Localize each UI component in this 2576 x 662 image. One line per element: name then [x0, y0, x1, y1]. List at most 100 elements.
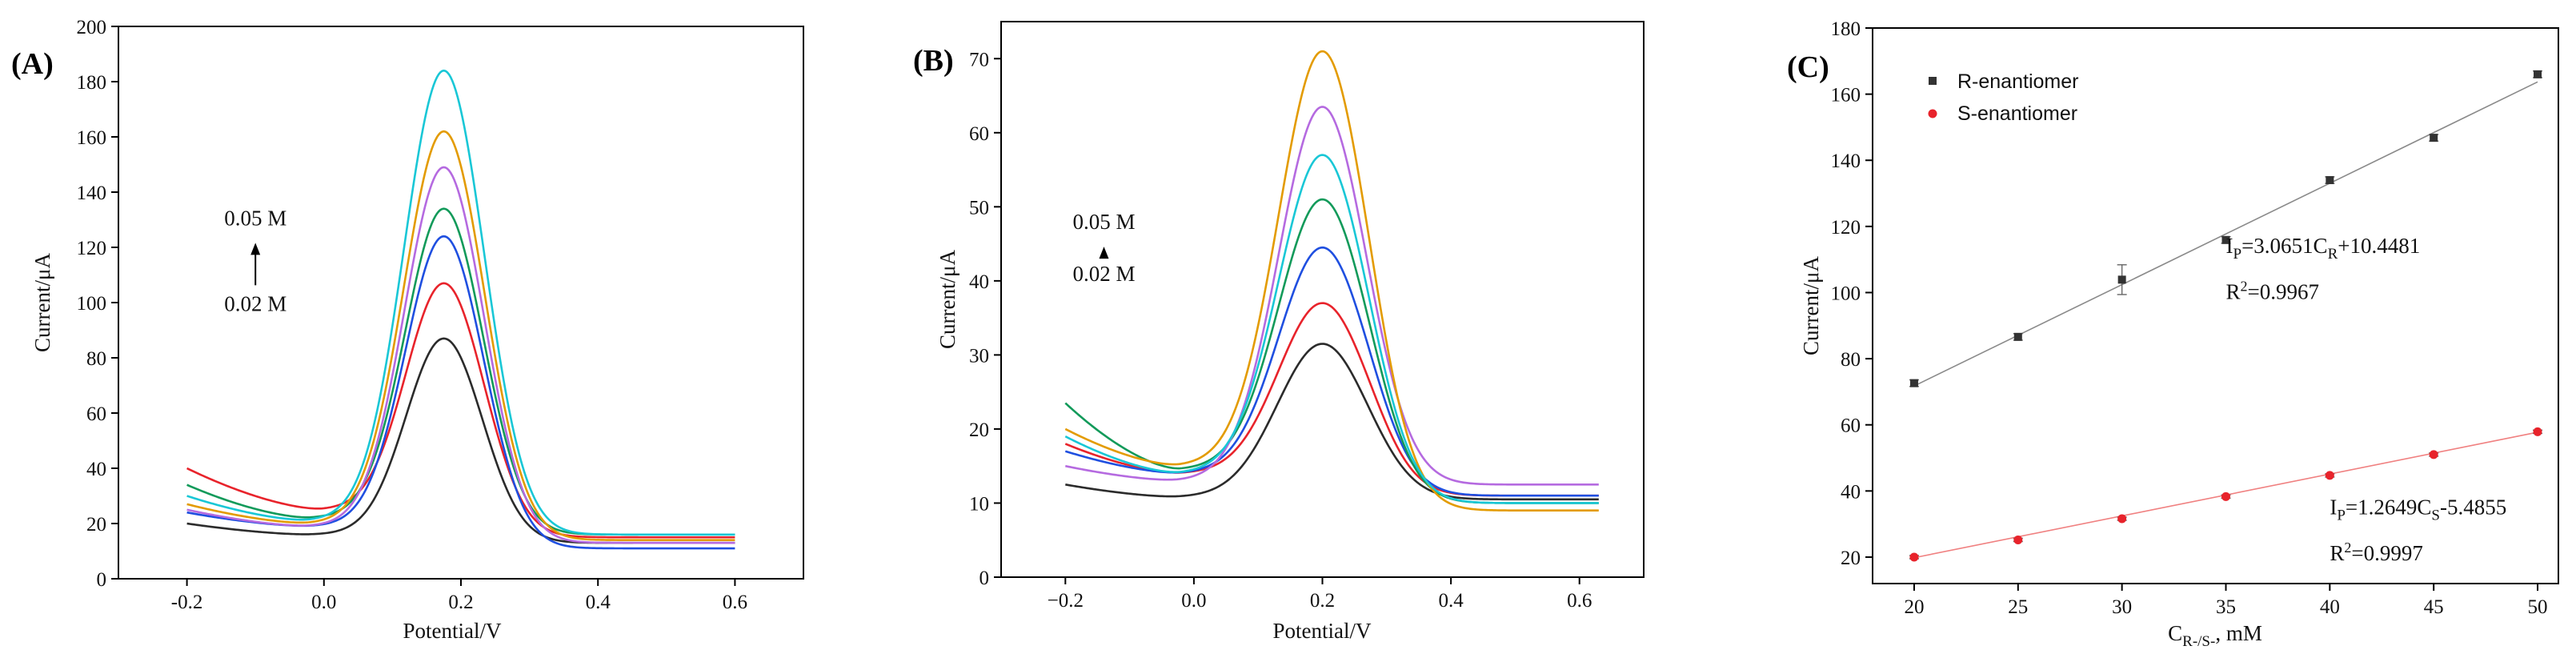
panel-b-ytick-label: 20 — [969, 419, 989, 441]
panel-c-legend: R-enantiomer S-enantiomer — [1928, 70, 2078, 125]
panel-a-curve — [186, 69, 735, 536]
eq-r-prefix: I — [2225, 234, 2233, 258]
panel-a-xlabel: Potential/V — [403, 619, 502, 643]
panel-b-ytick-label: 70 — [969, 49, 989, 70]
panel-a-ticks: -0.2 0.0 0.2 0.4 0.6 0 20 40 60 80 100 120 140 160 180… — [77, 17, 748, 613]
panel-c-ytick-label: 100 — [1831, 283, 1861, 304]
panel-b-ytick-label: 30 — [969, 345, 989, 367]
panel-b-frame — [1000, 21, 1645, 578]
panel-c-xtick-label: 35 — [2216, 596, 2236, 618]
r2-r-sup: 2 — [2241, 279, 2248, 295]
panel-c-ylabel: Current/μA — [1799, 256, 1823, 355]
eq-r-mid: =3.0651C — [2241, 234, 2328, 258]
legend-label-s-enantiomer: S-enantiomer — [1957, 102, 2077, 125]
panel-a-ytick-label: 80 — [86, 348, 106, 370]
panel-c-xlabel-sub: R-/S- — [2182, 633, 2215, 650]
r2-s-sup: 2 — [2344, 540, 2351, 556]
panel-c-ytick-label: 120 — [1831, 217, 1861, 239]
panel-b-xtick-label: 0.2 — [1310, 590, 1335, 612]
panel-a-ytick-label: 180 — [77, 72, 107, 94]
panel-c-ytick-label: 40 — [1841, 481, 1861, 503]
panel-c-r2-s: R2=0.9997 — [2330, 540, 2423, 565]
panel-c-points — [1909, 70, 2543, 562]
panel-a: (A) Current/μA Potential/V -0.2 0.0 0.2 0.4… — [11, 17, 804, 643]
panel-b-ytick-label: 50 — [969, 197, 989, 219]
r2-s-value: =0.9997 — [2351, 541, 2422, 565]
panel-c-xtick-label: 25 — [2008, 596, 2028, 618]
panel-a-ytick-label: 60 — [86, 403, 106, 425]
panel-b-arrow-head — [1099, 247, 1109, 259]
panel-a-annotation-top: 0.05 M — [224, 206, 286, 230]
panel-c-r2-r: R2=0.9967 — [2225, 279, 2319, 304]
panel-c: (C) Current/μA CR-/S-, mM 20 25 30 35 40 45 50… — [1787, 18, 2559, 650]
panel-c-frame — [1872, 27, 2559, 584]
r2-s-prefix: R — [2330, 541, 2344, 565]
data-point-r — [2430, 134, 2438, 142]
eq-r-suffix: +10.4481 — [2338, 234, 2420, 258]
panel-b-curves — [1064, 50, 1599, 512]
eq-s-suffix: -5.4855 — [2440, 495, 2506, 519]
panel-a-annotation-bottom: 0.02 M — [224, 291, 286, 315]
r2-r-value: =0.9967 — [2248, 280, 2319, 304]
panel-a-annotation: 0.05 M 0.02 M — [224, 206, 286, 315]
panel-c-label: (C) — [1787, 50, 1829, 84]
panel-c-ytick-label: 160 — [1831, 85, 1861, 106]
panel-c-ytick-label: 20 — [1841, 548, 1861, 569]
panel-c-xtick-label: 50 — [2528, 596, 2548, 618]
data-point-r — [1909, 379, 1918, 387]
r2-r-prefix: R — [2225, 280, 2240, 304]
panel-a-ytick-label: 0 — [97, 569, 107, 591]
data-point-s — [2533, 427, 2542, 436]
panel-c-xtick-label: 45 — [2424, 596, 2444, 618]
data-point-s — [2325, 471, 2334, 480]
panel-b-ytick-label: 10 — [969, 493, 989, 515]
panel-a-ytick-label: 120 — [77, 238, 107, 259]
panel-c-equation-s: IP=1.2649CS-5.4855 — [2330, 495, 2506, 524]
panel-b-curve — [1065, 106, 1599, 486]
panel-c-xlabel: CR-/S-, mM — [2168, 621, 2262, 650]
panel-a-xtick-label: 0.0 — [311, 592, 336, 613]
panel-c-equation-r: IP=3.0651CR+10.4481 — [2225, 234, 2420, 263]
panel-a-curves — [186, 69, 735, 550]
panel-b-ytick-label: 0 — [980, 568, 990, 589]
panel-a-xtick-label: 0.6 — [723, 592, 747, 613]
eq-s-mid-sub: S — [2431, 507, 2440, 524]
panel-a-arrow-head — [250, 243, 261, 255]
panel-a-curve — [186, 166, 735, 544]
panel-c-xtick-label: 20 — [1904, 596, 1924, 618]
eq-r-mid-sub: R — [2328, 246, 2338, 263]
panel-b-ticks: −0.2 0.0 0.2 0.4 0.6 0 10 20 30 40 50 60 70 — [969, 49, 1592, 612]
data-point-r — [2117, 275, 2126, 284]
data-point-r — [2013, 332, 2022, 341]
legend-marker-s-enantiomer — [1928, 109, 1937, 118]
panel-b-ylabel: Current/μA — [935, 250, 959, 349]
data-point-r — [2534, 70, 2542, 78]
panel-a-curve — [186, 130, 735, 541]
panel-b-label: (B) — [913, 44, 954, 78]
legend-label-r-enantiomer: R-enantiomer — [1957, 70, 2078, 93]
panel-b-curve — [1064, 198, 1599, 504]
panel-a-ylabel: Current/μA — [30, 253, 54, 352]
eq-s-prefix-sub: P — [2337, 507, 2346, 524]
eq-s-mid: =1.2649C — [2346, 495, 2432, 519]
panel-b-annotation-bottom: 0.02 M — [1072, 262, 1135, 286]
panel-a-curve — [186, 207, 735, 536]
panel-c-ytick-label: 180 — [1831, 18, 1861, 40]
panel-a-xtick-label: 0.4 — [586, 592, 611, 613]
panel-a-curve — [186, 235, 735, 550]
panel-a-ytick-label: 20 — [86, 514, 106, 536]
panel-b-annotation: 0.05 M 0.02 M — [1072, 210, 1135, 286]
panel-b-curve — [1064, 154, 1599, 504]
panel-b-xlabel: Potential/V — [1273, 619, 1372, 643]
data-point-s — [2013, 535, 2023, 544]
data-point-s — [2117, 514, 2127, 524]
data-point-s — [2221, 491, 2230, 501]
panel-a-ytick-label: 40 — [86, 459, 106, 480]
panel-c-ytick-label: 140 — [1831, 150, 1861, 172]
panel-a-label: (A) — [11, 47, 54, 81]
panel-a-xtick-label: -0.2 — [171, 592, 203, 613]
panel-b-curve — [1065, 343, 1599, 501]
panel-b-xtick-label: 0.0 — [1181, 590, 1206, 612]
panel-c-xlabel-rest: , mM — [2215, 621, 2262, 645]
